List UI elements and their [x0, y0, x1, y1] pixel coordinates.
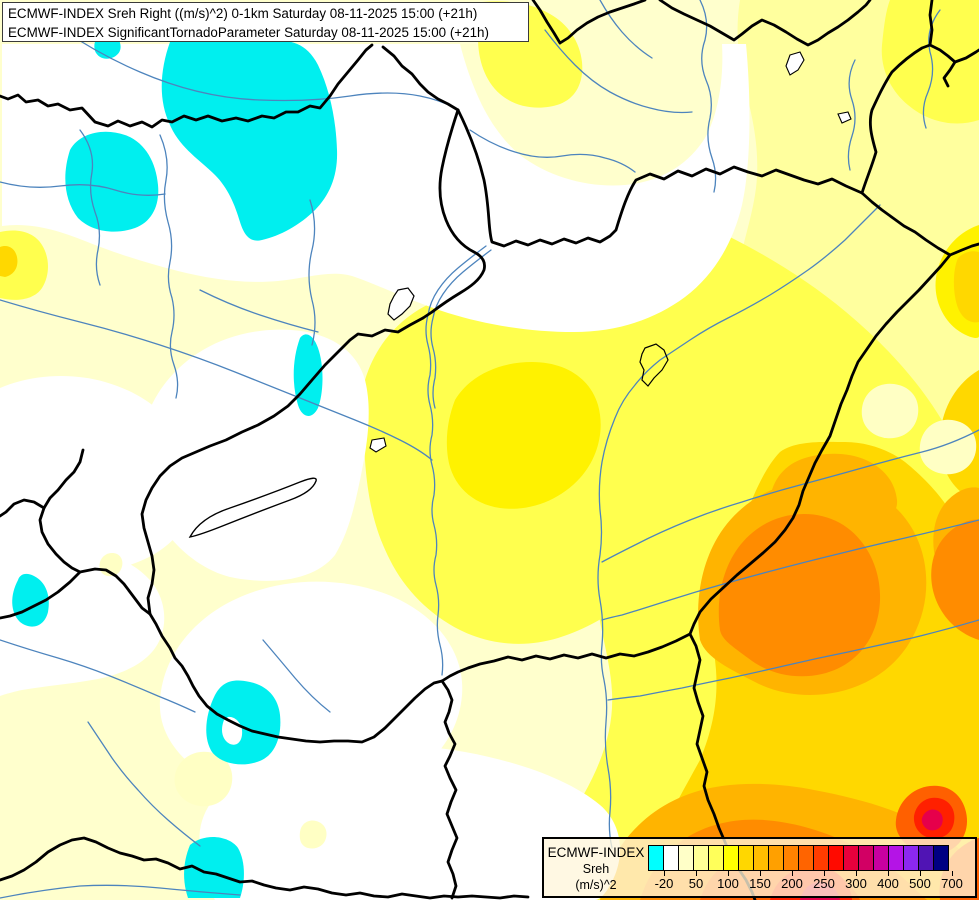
tick-label: 150 [749, 876, 771, 891]
colorbar-cell [678, 845, 694, 871]
legend-unit: (m/s)^2 [575, 878, 617, 892]
colorbar-cell [753, 845, 769, 871]
legend-text: ECMWF-INDEX Sreh (m/s)^2 [546, 844, 646, 893]
lake-tisza [639, 343, 669, 387]
colorbar-cell [648, 845, 664, 871]
colorbar-cell [663, 845, 679, 871]
cyan-negative-regions [12, 40, 338, 898]
colorbar-cell [903, 845, 919, 871]
tick-label: 100 [717, 876, 739, 891]
lake-small-ne1 [785, 51, 805, 76]
lake-small-west [369, 437, 387, 453]
title-box: ECMWF-INDEX Sreh Right ((m/s)^2) 0-1km S… [2, 2, 529, 42]
colorbar-cell [888, 845, 904, 871]
tick-mark [696, 871, 697, 876]
colorbar-cell [798, 845, 814, 871]
colorbar-cell [768, 845, 784, 871]
colorbar-cell [693, 845, 709, 871]
colorbar-cell [873, 845, 889, 871]
tick-label: 200 [781, 876, 803, 891]
colorbar-cell [738, 845, 754, 871]
lake-balaton [188, 477, 317, 538]
tick-label: 700 [941, 876, 963, 891]
title-line-1: ECMWF-INDEX Sreh Right ((m/s)^2) 0-1km S… [8, 6, 478, 21]
legend-parameter: Sreh [582, 862, 610, 876]
tick-mark [824, 871, 825, 876]
legend-title: ECMWF-INDEX [547, 845, 645, 860]
colorbar-cell [858, 845, 874, 871]
tick-mark [760, 871, 761, 876]
colorbar-cell [933, 845, 949, 871]
tick-label: 400 [877, 876, 899, 891]
tick-label: 500 [909, 876, 931, 891]
colorbar-cell [813, 845, 829, 871]
colorbar-ticks: -20 50 100 150 200 250 300 400 500 700 [648, 871, 969, 895]
title-line-2: ECMWF-INDEX SignificantTornadoParameter … [8, 25, 489, 40]
tick-mark [888, 871, 889, 876]
colorbar-cell [918, 845, 934, 871]
tick-mark [664, 871, 665, 876]
tick-label: 50 [688, 876, 704, 891]
tick-mark [792, 871, 793, 876]
legend-box: ECMWF-INDEX Sreh (m/s)^2 -20 50 100 150 200 2… [542, 837, 977, 898]
colorbar-cell [723, 845, 739, 871]
tick-mark [920, 871, 921, 876]
tick-label: -20 [654, 876, 674, 891]
lake-neusiedl [387, 287, 415, 321]
lake-small-ne2 [837, 111, 852, 124]
lakes [188, 51, 852, 538]
colorbar-cell [828, 845, 844, 871]
colorbar-cell [843, 845, 859, 871]
tick-mark [856, 871, 857, 876]
colorbar-cell [708, 845, 724, 871]
tick-label: 300 [845, 876, 867, 891]
colorbar-cell [783, 845, 799, 871]
tick-mark [728, 871, 729, 876]
tick-label: 250 [813, 876, 835, 891]
tick-mark [952, 871, 953, 876]
colorbar [648, 845, 949, 871]
